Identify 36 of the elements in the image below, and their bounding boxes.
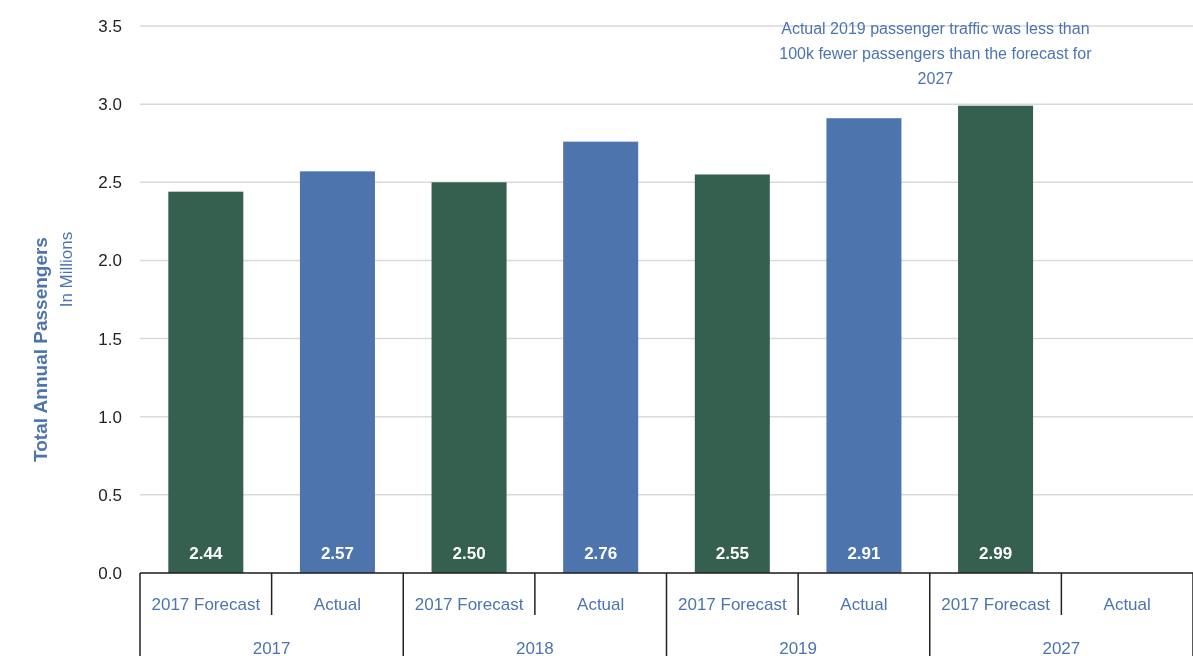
text: 2018 xyxy=(515,639,554,656)
data-label: 2.91 xyxy=(847,544,881,563)
text: 2027 xyxy=(1042,639,1081,656)
text: 2019 xyxy=(779,639,818,656)
y-tick-label: 2.5 xyxy=(98,173,122,193)
bar xyxy=(958,105,1034,573)
x-tick-label: Actual xyxy=(1103,595,1151,614)
y-tick-label: 1.5 xyxy=(98,329,122,349)
annotation: Actual 2019 passenger traffic was less than 100k fewer passengers than the forecast for 2027 xyxy=(779,20,1093,87)
x-tick-label: Actual xyxy=(577,595,625,614)
y-tick-label: 3.5 xyxy=(98,17,122,36)
data-label: 2.99 xyxy=(979,544,1013,563)
x-tick-label: Actual xyxy=(313,595,362,614)
y-tick-label: 0.0 xyxy=(98,564,122,583)
data-label: 2.76 xyxy=(584,544,618,563)
bar xyxy=(431,182,507,573)
y-axis-title: Total Annual Passengers In Millions xyxy=(30,231,76,462)
x-tick-label: 2017 Forecast xyxy=(151,595,261,614)
data-label: 2.55 xyxy=(715,544,749,563)
x-tick-label: 2017 Forecast xyxy=(677,595,787,614)
bar xyxy=(168,191,244,573)
bar xyxy=(563,141,639,573)
data-label: 2.57 xyxy=(320,544,354,563)
y-tick-label: 2.0 xyxy=(98,251,122,271)
y-tick-label: 1.0 xyxy=(98,407,122,427)
data-label: 2.44 xyxy=(189,544,223,563)
y-tick-label: 0.5 xyxy=(98,485,122,505)
x-tick-label: 2017 Forecast xyxy=(941,595,1051,614)
text: 2017 xyxy=(252,639,291,656)
bar xyxy=(826,118,902,573)
x-tick-label: 2017 Forecast xyxy=(414,595,524,614)
bar xyxy=(299,171,375,573)
data-label: 2.50 xyxy=(452,544,486,563)
x-tick-label: Actual xyxy=(840,595,888,614)
bar xyxy=(694,174,770,573)
y-tick-label: 3.0 xyxy=(98,95,122,115)
